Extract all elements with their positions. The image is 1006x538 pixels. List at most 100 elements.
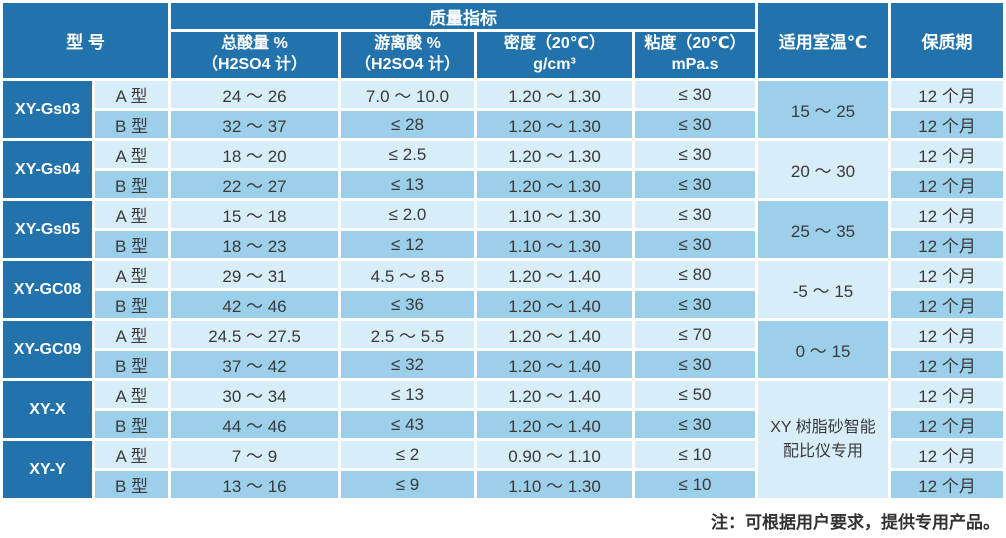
total-acid-cell: 32 ～ 37 <box>171 111 339 138</box>
type-cell: B 型 <box>95 231 169 258</box>
density-cell: 1.20 ～ 1.40 <box>477 291 633 318</box>
room-temp-cell: XY 树脂砂智能 配比仪专用 <box>758 381 889 498</box>
type-cell: A 型 <box>95 441 169 468</box>
free-acid-cell: ≤ 2.0 <box>341 201 475 228</box>
footnote: 注：可根据用户要求，提供专用产品。 <box>711 513 1000 532</box>
table-row: XY-Gs04 A 型 18 ～ 20 ≤ 2.5 1.20 ～ 1.30 ≤ … <box>3 141 1004 198</box>
table-row: B 型 13 ～ 16 ≤ 9 1.10 ～ 1.30 ≤ 10 12 个月 <box>3 471 1004 498</box>
shelf-cell: 12 个月 <box>891 381 1004 408</box>
spec-table: 型 号 质量指标 适用室温℃ 保质期 总酸量 % （H2SO4 计） 游离酸 %… <box>3 3 1004 498</box>
shelf-cell: 12 个月 <box>891 231 1004 258</box>
shelf-cell: 12 个月 <box>891 471 1004 498</box>
table-row: B 型 18 ～ 23 ≤ 12 1.10 ～ 1.30 ≤ 30 12 个月 <box>3 231 1004 258</box>
total-acid-cell: 24 ～ 26 <box>171 81 339 108</box>
table-row: B 型 32 ～ 37 ≤ 28 1.20 ～ 1.30 ≤ 30 12 个月 <box>3 111 1004 138</box>
density-cell: 1.20 ～ 1.40 <box>477 261 633 288</box>
viscosity-cell: ≤ 30 <box>635 171 756 198</box>
subheader-title: 粘度（20℃） <box>644 35 746 53</box>
model-cell: XY-Gs05 <box>3 201 92 258</box>
type-cell: B 型 <box>95 471 169 498</box>
free-acid-cell: 7.0 ～ 10.0 <box>341 81 475 108</box>
table-row: XY-Gs05 A 型 15 ～ 18 ≤ 2.0 1.10 ～ 1.30 ≤ … <box>3 201 1004 258</box>
shelf-cell: 12 个月 <box>891 111 1004 138</box>
type-cell: A 型 <box>95 81 169 108</box>
type-cell: B 型 <box>95 111 169 138</box>
header-total-acid: 总酸量 % （H2SO4 计） <box>171 32 339 78</box>
subheader-title: 密度（20℃） <box>503 35 606 53</box>
total-acid-cell: 30 ～ 34 <box>171 381 339 408</box>
room-temp-cell: -5 ～ 15 <box>758 261 889 318</box>
total-acid-cell: 44 ～ 46 <box>171 411 339 438</box>
type-cell: A 型 <box>95 201 169 228</box>
viscosity-cell: ≤ 10 <box>635 471 756 498</box>
free-acid-cell: ≤ 2.5 <box>341 141 475 168</box>
shelf-cell: 12 个月 <box>891 201 1004 228</box>
total-acid-cell: 24.5 ～ 27.5 <box>171 321 339 348</box>
room-temp-line: 配比仪专用 <box>783 442 864 460</box>
header-room-temp: 适用室温℃ <box>758 3 889 78</box>
room-temp-cell: 25 ～ 35 <box>758 201 889 258</box>
model-cell: XY-GC08 <box>3 261 92 318</box>
room-temp-line: XY 树脂砂智能 <box>770 419 876 437</box>
type-cell: A 型 <box>95 321 169 348</box>
table-row: B 型 44 ～ 46 ≤ 43 1.20 ～ 1.40 ≤ 30 12 个月 <box>3 411 1004 438</box>
total-acid-cell: 18 ～ 20 <box>171 141 339 168</box>
table-row: XY-GC09 A 型 24.5 ～ 27.5 2.5 ～ 5.5 1.20 ～… <box>3 321 1004 378</box>
type-cell: A 型 <box>95 141 169 168</box>
density-cell: 1.20 ～ 1.40 <box>477 321 633 348</box>
free-acid-cell: ≤ 43 <box>341 411 475 438</box>
density-cell: 1.10 ～ 1.30 <box>477 231 633 258</box>
table-row: B 型 22 ～ 27 ≤ 13 1.20 ～ 1.30 ≤ 30 12 个月 <box>3 171 1004 198</box>
model-cell: XY-Y <box>3 441 92 498</box>
total-acid-cell: 29 ～ 31 <box>171 261 339 288</box>
total-acid-cell: 7 ～ 9 <box>171 441 339 468</box>
viscosity-cell: ≤ 30 <box>635 141 756 168</box>
type-cell: A 型 <box>95 261 169 288</box>
viscosity-cell: ≤ 70 <box>635 321 756 348</box>
free-acid-cell: 4.5 ～ 8.5 <box>341 261 475 288</box>
type-cell: B 型 <box>95 171 169 198</box>
room-temp-cell: 15 ～ 25 <box>758 81 889 138</box>
viscosity-cell: ≤ 30 <box>635 411 756 438</box>
viscosity-cell: ≤ 30 <box>635 201 756 228</box>
table-row: XY-Gs03 A 型 24 ～ 26 7.0 ～ 10.0 1.20 ～ 1.… <box>3 81 1004 138</box>
model-cell: XY-GC09 <box>3 321 92 378</box>
density-cell: 0.90 ～ 1.10 <box>477 441 633 468</box>
free-acid-cell: ≤ 36 <box>341 291 475 318</box>
header-free-acid: 游离酸 % （H2SO4 计） <box>341 32 475 78</box>
free-acid-cell: ≤ 13 <box>341 171 475 198</box>
model-cell: XY-X <box>3 381 92 438</box>
free-acid-cell: ≤ 2 <box>341 441 475 468</box>
shelf-cell: 12 个月 <box>891 321 1004 348</box>
type-cell: B 型 <box>95 411 169 438</box>
type-cell: A 型 <box>95 381 169 408</box>
model-cell: XY-Gs03 <box>3 81 92 138</box>
total-acid-cell: 15 ～ 18 <box>171 201 339 228</box>
viscosity-cell: ≤ 30 <box>635 351 756 378</box>
density-cell: 1.20 ～ 1.30 <box>477 171 633 198</box>
viscosity-cell: ≤ 30 <box>635 231 756 258</box>
free-acid-cell: ≤ 12 <box>341 231 475 258</box>
table-row: XY-GC08 A 型 29 ～ 31 4.5 ～ 8.5 1.20 ～ 1.4… <box>3 261 1004 318</box>
viscosity-cell: ≤ 30 <box>635 81 756 108</box>
table-row: B 型 42 ～ 46 ≤ 36 1.20 ～ 1.40 ≤ 30 12 个月 <box>3 291 1004 318</box>
subheader-title: 游离酸 % <box>374 35 441 53</box>
header-viscosity: 粘度（20℃） mPa.s <box>635 32 756 78</box>
type-cell: B 型 <box>95 291 169 318</box>
room-temp-cell: 20 ～ 30 <box>758 141 889 198</box>
shelf-cell: 12 个月 <box>891 351 1004 378</box>
table-row: B 型 37 ～ 42 ≤ 32 1.20 ～ 1.40 ≤ 30 12 个月 <box>3 351 1004 378</box>
header-shelf-life: 保质期 <box>891 3 1004 78</box>
total-acid-cell: 13 ～ 16 <box>171 471 339 498</box>
subheader-unit: g/cm³ <box>533 56 576 73</box>
free-acid-cell: ≤ 9 <box>341 471 475 498</box>
type-cell: B 型 <box>95 351 169 378</box>
header-quality-indicators: 质量指标 <box>171 3 756 29</box>
subheader-unit: （H2SO4 计） <box>355 56 460 73</box>
viscosity-cell: ≤ 30 <box>635 291 756 318</box>
table-row: XY-Y A 型 7 ～ 9 ≤ 2 0.90 ～ 1.10 ≤ 10 12 个… <box>3 441 1004 498</box>
density-cell: 1.20 ～ 1.40 <box>477 351 633 378</box>
subheader-unit: （H2SO4 计） <box>202 56 307 73</box>
viscosity-cell: ≤ 30 <box>635 111 756 138</box>
shelf-cell: 12 个月 <box>891 261 1004 288</box>
